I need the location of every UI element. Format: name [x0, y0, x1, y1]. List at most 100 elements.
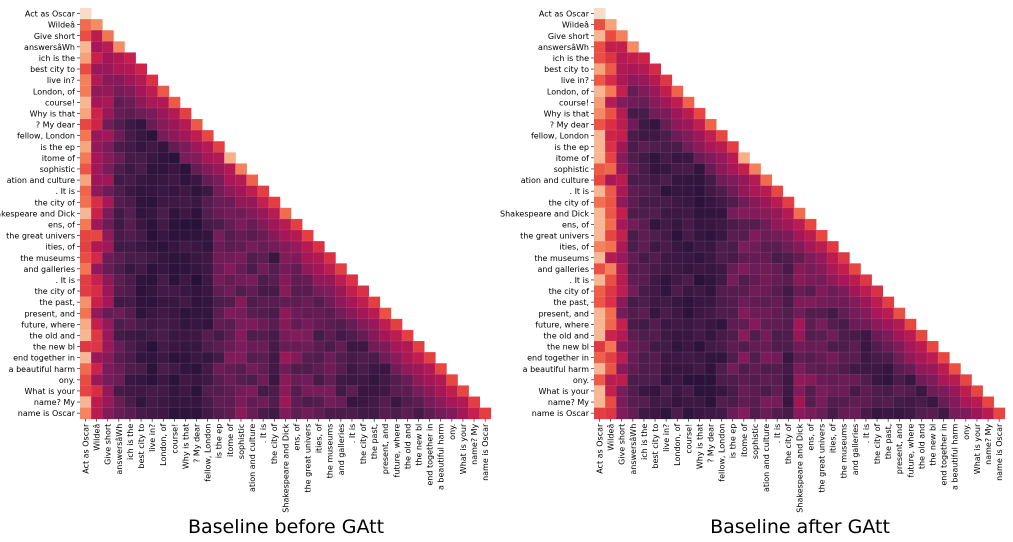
- x-tick-label: London, of: [159, 424, 168, 466]
- y-tick-label: name is Oscar: [18, 409, 76, 418]
- heatmap-cell: [671, 385, 684, 397]
- heatmap-cell: [671, 107, 684, 120]
- heatmap-cell: [191, 285, 203, 297]
- heatmap-cell: [616, 263, 628, 275]
- heatmap-cell: [605, 318, 617, 331]
- heatmap-cell: [113, 352, 125, 364]
- heatmap-cell: [727, 274, 739, 286]
- heatmap-cell: [279, 374, 292, 386]
- heatmap-cell: [749, 274, 761, 286]
- heatmap-cell: [379, 307, 392, 320]
- heatmap-cell: [191, 230, 203, 242]
- x-tick-label: ens, of: [806, 424, 815, 451]
- heatmap-cell: [235, 352, 247, 364]
- heatmap-cell: [279, 396, 292, 408]
- heatmap-cell: [168, 152, 181, 164]
- heatmap-cell: [379, 318, 392, 331]
- heatmap-cell: [860, 352, 872, 364]
- heatmap-cell: [882, 363, 895, 375]
- heatmap-cell: [693, 274, 706, 286]
- heatmap-cell: [279, 329, 292, 342]
- heatmap-cell: [682, 252, 695, 264]
- heatmap-cell: [705, 218, 717, 231]
- heatmap-cell: [749, 307, 761, 320]
- heatmap-cell: [827, 352, 839, 364]
- heatmap-cell: [638, 329, 650, 342]
- heatmap-cell: [102, 107, 114, 120]
- heatmap-cell: [224, 174, 236, 186]
- heatmap-cell: [671, 396, 684, 408]
- heatmap-cell: [616, 63, 628, 75]
- heatmap-cell: [827, 396, 839, 408]
- heatmap-cell: [191, 374, 203, 386]
- heatmap-cell: [849, 374, 861, 386]
- heatmap-cell: [627, 407, 639, 420]
- heatmap-cell: [202, 396, 214, 408]
- heatmap-cell: [682, 318, 695, 331]
- heatmap-cell: [179, 341, 192, 353]
- x-tick-label: name? My: [470, 423, 479, 464]
- heatmap-cell: [649, 185, 661, 198]
- heatmap-cell: [727, 352, 739, 364]
- heatmap-cell: [379, 341, 392, 353]
- heatmap-cell: [290, 285, 303, 297]
- heatmap-cell: [682, 329, 695, 342]
- heatmap-cell: [660, 174, 673, 186]
- heatmap-cell: [627, 130, 639, 142]
- heatmap-cell: [168, 263, 181, 275]
- heatmap-cell: [594, 152, 606, 164]
- heatmap-cell: [135, 107, 147, 120]
- heatmap-cell: [191, 263, 203, 275]
- x-tick-label: ens, of: [292, 424, 301, 451]
- heatmap-cell: [727, 163, 739, 175]
- heatmap-cell: [827, 329, 839, 342]
- heatmap-cell: [782, 207, 795, 220]
- y-tick-label: name? My: [34, 398, 75, 407]
- heatmap-cell: [671, 252, 684, 264]
- heatmap-cell: [605, 107, 617, 120]
- heatmap-cell: [191, 341, 203, 353]
- heatmap-cell: [246, 185, 258, 198]
- heatmap-cell: [113, 329, 125, 342]
- heatmap-cell: [146, 207, 159, 220]
- heatmap-cell: [424, 385, 436, 397]
- heatmap-cell: [727, 385, 739, 397]
- heatmap-cell: [627, 63, 639, 75]
- heatmap-cell: [760, 241, 772, 253]
- heatmap-cell: [638, 307, 650, 320]
- heatmap-cell: [904, 374, 917, 386]
- heatmap-cell: [290, 263, 303, 275]
- heatmap-cell: [279, 285, 292, 297]
- heatmap-cell: [627, 74, 639, 87]
- heatmap-cell: [302, 329, 314, 342]
- heatmap-cell: [135, 119, 147, 131]
- heatmap-cell: [102, 318, 114, 331]
- heatmap-cell: [80, 185, 92, 198]
- heatmap-cell: [324, 252, 336, 264]
- x-tick-label: answersâWh: [115, 424, 124, 475]
- heatmap-cell: [413, 385, 425, 397]
- heatmap-cell: [202, 152, 214, 164]
- heatmap-cell: [313, 263, 325, 275]
- y-tick-label: the new bl: [547, 343, 589, 352]
- heatmap-cell: [682, 385, 695, 397]
- x-tick-label: . It is: [773, 424, 782, 444]
- heatmap-cell: [671, 263, 684, 275]
- heatmap-cell: [738, 218, 750, 231]
- x-tick-label: fellow, London: [204, 424, 213, 482]
- heatmap-cell: [727, 230, 739, 242]
- heatmap-cell: [927, 396, 939, 408]
- heatmap-cell: [179, 329, 192, 342]
- heatmap-cell: [179, 107, 192, 120]
- x-tick-label: present, and: [895, 424, 904, 475]
- heatmap-cell: [682, 241, 695, 253]
- heatmap-cell: [135, 74, 147, 87]
- x-tick-label: best city to: [137, 424, 146, 469]
- heatmap-cell: [827, 252, 839, 264]
- heatmap-cell: [927, 363, 939, 375]
- heatmap-cell: [113, 152, 125, 164]
- heatmap-cell: [91, 96, 103, 109]
- heatmap-cell: [716, 341, 728, 353]
- heatmap-cell: [638, 230, 650, 242]
- heatmap-cell: [435, 385, 447, 397]
